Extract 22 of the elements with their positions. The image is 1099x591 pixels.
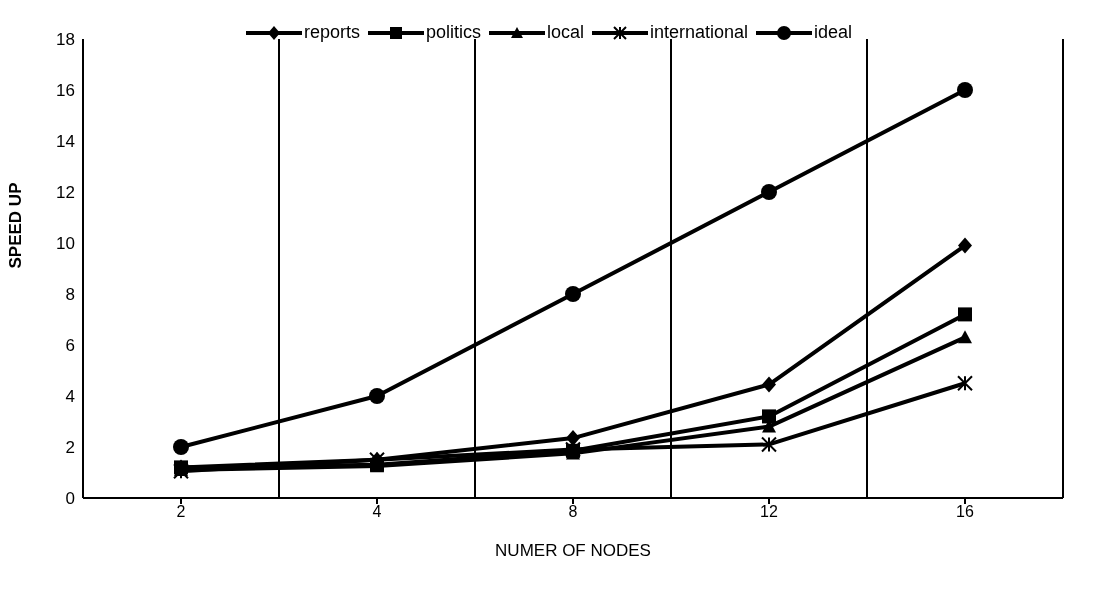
y-tick-label: 4: [65, 387, 75, 407]
x-tick-label: 8: [568, 503, 578, 521]
x-tick-label: 4: [372, 503, 382, 521]
x-tick-label: 16: [956, 503, 974, 521]
y-tick-label: 14: [56, 132, 75, 152]
y-tick-label: 16: [56, 81, 75, 101]
x-tick-label: 2: [176, 503, 186, 521]
legend-label: politics: [425, 22, 481, 43]
legend-label: ideal: [814, 22, 853, 43]
y-tick-label: 10: [56, 234, 75, 254]
y-tick-label: 12: [56, 183, 75, 203]
y-tick-label: 18: [56, 30, 75, 50]
y-tick-label: 8: [65, 285, 75, 305]
y-tick-label: 6: [65, 336, 75, 356]
y-tick-label: 0: [65, 489, 75, 509]
y-tick-label: 2: [65, 438, 75, 458]
y-axis-title: SPEED UP: [6, 182, 26, 269]
legend-label: international: [649, 22, 749, 43]
legend-label: local: [546, 22, 584, 43]
x-axis-title: NUMER OF NODES: [495, 541, 651, 560]
x-tick-label: 12: [760, 503, 778, 521]
legend-label: reports: [303, 22, 360, 43]
